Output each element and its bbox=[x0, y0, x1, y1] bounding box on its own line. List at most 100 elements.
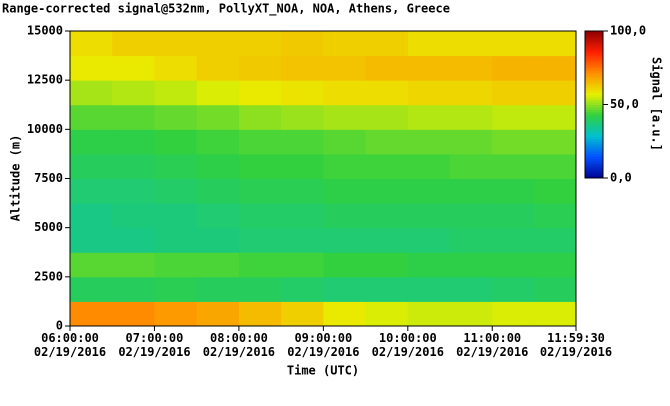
colorbar-step bbox=[585, 158, 603, 162]
heatmap-cell bbox=[112, 276, 155, 302]
heatmap-cell bbox=[365, 55, 409, 81]
heatmap-cell bbox=[492, 129, 535, 155]
colorbar-step bbox=[585, 89, 603, 93]
heatmap-cell bbox=[281, 104, 324, 130]
x-tick-label-line: 07:00:00 bbox=[126, 331, 184, 345]
colorbar-step bbox=[585, 111, 603, 115]
heatmap-cell bbox=[450, 301, 493, 327]
colorbar-step bbox=[585, 151, 603, 154]
heatmap-cell bbox=[450, 178, 493, 204]
heatmap-cell bbox=[238, 80, 282, 106]
heatmap-cell bbox=[365, 178, 409, 204]
colorbar-step bbox=[585, 48, 603, 52]
colorbar-step bbox=[585, 45, 603, 49]
heatmap-cell bbox=[281, 31, 324, 57]
heatmap-cell bbox=[196, 55, 240, 81]
colorbar-step bbox=[585, 33, 603, 37]
heatmap-cell bbox=[534, 252, 577, 278]
heatmap-cell bbox=[196, 276, 240, 302]
heatmap-cell bbox=[365, 153, 409, 179]
heatmap-cell bbox=[534, 301, 577, 327]
heatmap-cell bbox=[238, 31, 282, 57]
x-tick-label-line: 06:00:00 bbox=[41, 331, 99, 345]
heatmap-cell bbox=[450, 80, 493, 106]
y-tick-label: 2500 bbox=[34, 269, 63, 283]
heatmap-cell bbox=[450, 104, 493, 130]
colorbar-step bbox=[585, 168, 603, 172]
y-tick-label: 5000 bbox=[34, 220, 63, 234]
heatmap-cell bbox=[281, 178, 324, 204]
colorbar-step bbox=[585, 62, 603, 66]
colorbar-step bbox=[585, 148, 603, 152]
heatmap-cell bbox=[281, 153, 324, 179]
y-tick-label: 0 bbox=[56, 319, 63, 333]
heatmap-cell bbox=[407, 55, 451, 81]
colorbar-step bbox=[585, 77, 603, 81]
heatmap-cell bbox=[196, 227, 240, 253]
heatmap-cell bbox=[112, 252, 155, 278]
heatmap-cell bbox=[70, 31, 113, 57]
heatmap-cell bbox=[154, 276, 198, 302]
heatmap-cell bbox=[196, 129, 240, 155]
heatmap-cell bbox=[492, 31, 535, 57]
heatmap-cell bbox=[70, 227, 113, 253]
heatmap-cell bbox=[534, 227, 577, 253]
heatmap-cell bbox=[154, 31, 198, 57]
heatmap-cell bbox=[492, 276, 535, 302]
heatmap-cell bbox=[492, 80, 535, 106]
heatmap-cell bbox=[365, 104, 409, 130]
y-tick-label: 15000 bbox=[27, 24, 63, 38]
x-tick-label-line: 02/19/2016 bbox=[203, 345, 275, 359]
x-tick-label: 06:00:00 02/19/2016 bbox=[34, 331, 106, 359]
colorbar-tick-label: 100,0 bbox=[610, 24, 646, 38]
heatmap-cell bbox=[112, 80, 155, 106]
colorbar-step bbox=[585, 97, 603, 101]
heatmap-cell bbox=[70, 301, 113, 327]
colorbar-step bbox=[585, 43, 603, 47]
heatmap-cell bbox=[365, 80, 409, 106]
heatmap-cell bbox=[196, 80, 240, 106]
heatmap-cell bbox=[238, 227, 282, 253]
colorbar-step bbox=[585, 67, 603, 71]
heatmap-cell bbox=[407, 276, 451, 302]
heatmap-cell bbox=[450, 276, 493, 302]
heatmap-cell bbox=[281, 276, 324, 302]
heatmap-cell bbox=[238, 301, 282, 327]
colorbar-step bbox=[585, 131, 603, 135]
heatmap-cell bbox=[407, 80, 451, 106]
colorbar-step bbox=[585, 114, 603, 118]
heatmap-cell bbox=[492, 301, 535, 327]
heatmap-cell bbox=[70, 55, 113, 81]
heatmap-cell bbox=[281, 55, 324, 81]
heatmap-cell bbox=[70, 104, 113, 130]
x-tick-label-line: 08:00:00 bbox=[210, 331, 268, 345]
x-tick-label-line: 11:00:00 bbox=[463, 331, 521, 345]
heatmap-cell bbox=[492, 227, 535, 253]
heatmap-cell bbox=[70, 129, 113, 155]
heatmap-cell bbox=[112, 129, 155, 155]
colorbar-step bbox=[585, 75, 603, 79]
heatmap-cell bbox=[323, 104, 367, 130]
colorbar-step bbox=[585, 87, 603, 91]
heatmap-cell bbox=[323, 252, 367, 278]
heatmap-cell bbox=[323, 276, 367, 302]
heatmap-cell bbox=[407, 129, 451, 155]
heatmap-cell bbox=[450, 227, 493, 253]
x-tick-label: 11:59:30 02/19/2016 bbox=[540, 331, 612, 359]
heatmap-cell bbox=[407, 252, 451, 278]
colorbar-step bbox=[585, 57, 603, 61]
colorbar-step bbox=[585, 80, 603, 83]
heatmap-cell bbox=[365, 203, 409, 229]
heatmap-cell bbox=[112, 227, 155, 253]
y-tick-label: 12500 bbox=[27, 73, 63, 87]
heatmap-cell bbox=[112, 178, 155, 204]
heatmap-cell bbox=[281, 129, 324, 155]
heatmap-cell bbox=[492, 203, 535, 229]
colorbar-tick-label: 0,0 bbox=[610, 171, 632, 185]
heatmap-cell bbox=[70, 276, 113, 302]
heatmap-cell bbox=[154, 227, 198, 253]
colorbar-step bbox=[585, 31, 603, 34]
x-tick-label: 11:00:00 02/19/2016 bbox=[456, 331, 528, 359]
heatmap-cell bbox=[238, 252, 282, 278]
